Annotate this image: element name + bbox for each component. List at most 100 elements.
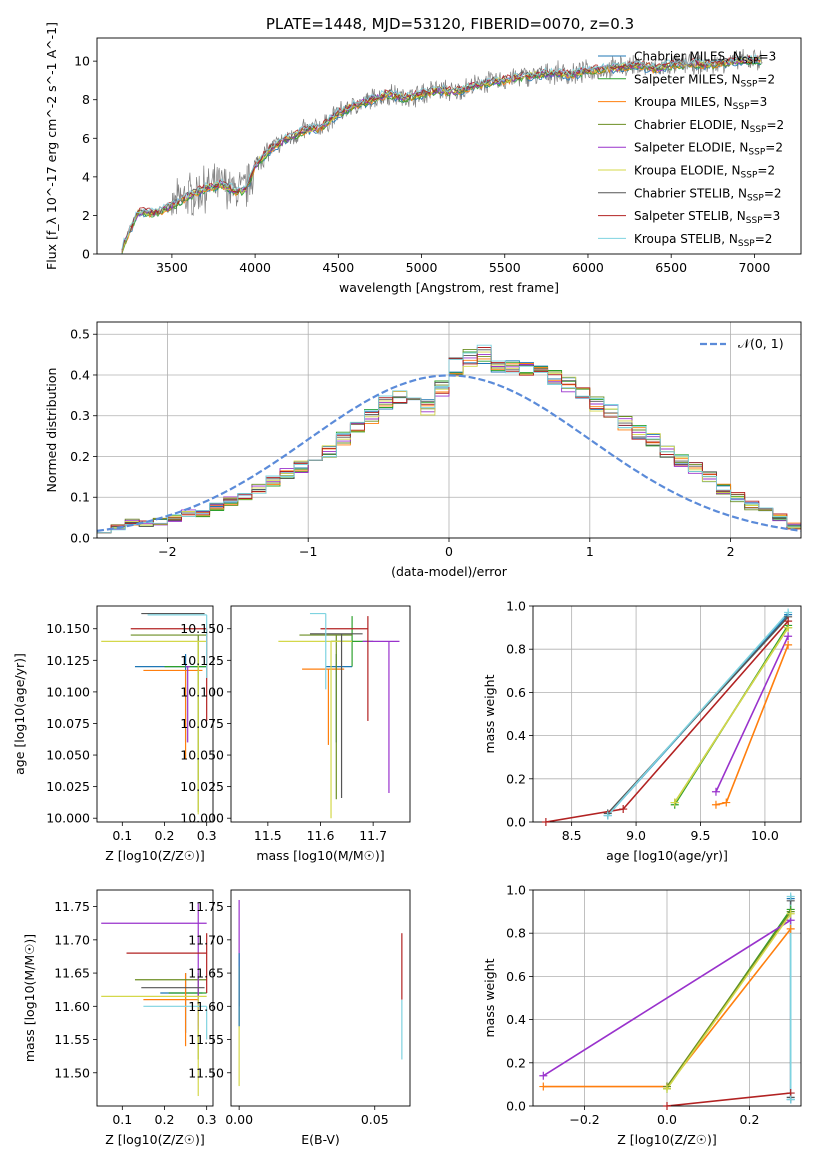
x-tick-label: 7000: [738, 260, 770, 275]
y-tick-label: 4: [82, 169, 90, 184]
mass-weight-line: [666, 911, 792, 1088]
y-tick-label: 11.65: [188, 966, 224, 981]
axes-spectrum: 3500 4000 4500 5000 5500 6000 6500 7000 0 2 4 6 8 10 w…: [44, 22, 802, 295]
y-tick-label: 11.55: [54, 1032, 90, 1047]
axes-age-vs-mass: 11.5 11.6 11.7 10.000 10.025 10.050 10.075 10.1…: [180, 605, 411, 863]
x-tick-label: −2: [158, 544, 176, 559]
x-axis-label: (data-model)/error: [391, 564, 508, 579]
axes-frame: [532, 605, 802, 823]
mass-weight-marker: [786, 1095, 795, 1104]
x-tick-label: 0.3: [197, 1112, 217, 1127]
x-tick-label: 6500: [655, 260, 687, 275]
y-tick-label: 10.150: [46, 621, 90, 636]
mass-weight-marker: [786, 924, 795, 933]
x-axis-label: E(B-V): [301, 1132, 340, 1147]
mass-weight-marker: [786, 892, 795, 901]
x-tick-label: 10.0: [751, 828, 779, 843]
x-tick-label: 4000: [239, 260, 271, 275]
y-tick-label: 11.75: [188, 899, 224, 914]
mass-weight-line: [545, 620, 789, 822]
mass-weight-line: [542, 919, 792, 1077]
y-tick-label: 0.6: [506, 969, 526, 984]
y-tick-label: 0.2: [70, 449, 90, 464]
mass-weight-marker: [784, 617, 793, 626]
x-tick-label: 5000: [406, 260, 438, 275]
y-tick-label: 10.150: [180, 621, 224, 636]
mass-weight-marker: [722, 798, 731, 807]
x-tick-label: 0.0: [657, 1112, 677, 1127]
mass-weight-marker: [541, 818, 550, 826]
y-tick-label: 0.8: [506, 926, 526, 941]
mass-weight-marker: [603, 811, 612, 820]
legend-value: =2: [764, 186, 782, 200]
y-axis-label: Flux [f_λ 10^-17 erg cm^-2 s^-1 A^-1]: [44, 22, 59, 270]
x-tick-label: −0.2: [569, 1112, 599, 1127]
mass-weight-marker: [784, 640, 793, 649]
mass-weight-marker: [663, 1084, 671, 1093]
legend-subscript: SSP: [741, 171, 758, 181]
y-tick-label: 11.50: [188, 1065, 224, 1080]
y-tick-label: 11.60: [54, 999, 90, 1014]
y-tick-label: 2: [82, 208, 90, 223]
x-tick-label: 0.2: [155, 1112, 175, 1127]
mass-weight-marker: [784, 608, 793, 617]
legend-subscript: SSP: [746, 216, 763, 226]
x-tick-label: 9.0: [626, 828, 646, 843]
mass-weight-line: [607, 611, 789, 817]
mass-weight-line: [715, 644, 789, 806]
x-tick-label: 0.05: [361, 1112, 389, 1127]
legend-subscript: SSP: [747, 193, 764, 203]
y-tick-label: 0.4: [506, 728, 526, 743]
y-tick-label: 10.125: [46, 653, 90, 668]
legend-value: =3: [759, 50, 777, 64]
y-tick-label: 8: [82, 92, 90, 107]
legend-label: Kroupa ELODIE, NSSP=2: [634, 164, 775, 181]
x-tick-label: 2: [727, 544, 735, 559]
legend-value: =2: [766, 118, 784, 132]
x-axis-label: age [log10(age/yr)]: [606, 848, 728, 863]
legend-subscript: SSP: [750, 125, 767, 135]
y-tick-label: 10.000: [180, 811, 224, 826]
mass-weight-marker: [786, 909, 795, 918]
mass-weight-marker: [663, 1102, 671, 1110]
legend-subscript: SSP: [748, 148, 765, 158]
y-tick-label: 10.050: [180, 748, 224, 763]
x-tick-label: 0.1: [112, 828, 132, 843]
axes-age-vs-Z: 0.1 0.2 0.3 10.000 10.025 10.050 10.075 10.100 1…: [12, 605, 217, 863]
axes-mass-vs-Z: 0.1 0.2 0.3 11.50 11.55 11.60 11.65 11.70 11.75 Z…: [22, 889, 217, 1147]
mass-weight-marker: [670, 798, 679, 807]
y-tick-label: 10.125: [180, 653, 224, 668]
axes-frame: [96, 605, 214, 823]
y-tick-label: 1.0: [506, 883, 526, 898]
mass-weight-line: [674, 627, 789, 804]
axes-residuals: −2 −1 0 1 2 0.0 0.1 0.2 0.3 0.4 0.5 (data-model)/er…: [44, 321, 802, 579]
y-tick-label: 1.0: [506, 599, 526, 614]
legend-label: Kroupa STELIB, NSSP=2: [634, 232, 772, 249]
x-tick-label: 4500: [322, 260, 354, 275]
y-tick-label: 0.0: [506, 815, 526, 830]
model-spectrum-line: [121, 55, 762, 252]
legend-label: Salpeter ELODIE, NSSP=2: [634, 141, 783, 158]
mass-weight-marker: [711, 787, 720, 796]
axes-frame: [230, 605, 411, 823]
mass-weight-marker: [539, 1071, 548, 1080]
y-tick-label: 0.3: [70, 408, 90, 423]
y-tick-label: 11.75: [54, 899, 90, 914]
legend-value: =2: [765, 141, 783, 155]
mass-weight-line: [666, 1092, 791, 1106]
y-tick-label: 10.075: [180, 716, 224, 731]
y-tick-label: 0.1: [70, 490, 90, 505]
y-tick-label: 6: [82, 131, 90, 146]
x-axis-label: Z [log10(Z/Z☉)]: [105, 848, 205, 863]
y-tick-label: 10.100: [180, 684, 224, 699]
x-tick-label: 11.6: [307, 828, 335, 843]
y-tick-label: 10: [74, 54, 90, 69]
legend-label: Chabrier STELIB, NSSP=2: [634, 186, 782, 203]
plot-area: [278, 612, 400, 819]
x-axis-label: Z [log10(Z/Z☉)]: [617, 1132, 717, 1147]
x-tick-label: 11.7: [359, 828, 387, 843]
plot-area: [101, 612, 208, 815]
x-axis-label: Z [log10(Z/Z☉)]: [105, 1132, 205, 1147]
axes-mass-vs-ebv: 0.00 0.05 11.50 11.55 11.60 11.65 11.70 11.75 E(…: [188, 889, 411, 1147]
